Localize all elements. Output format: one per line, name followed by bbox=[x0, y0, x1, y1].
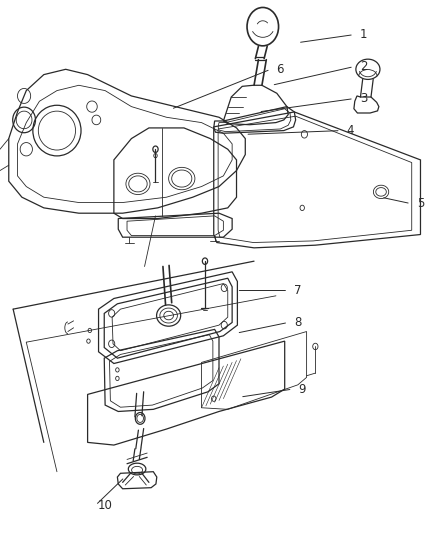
Text: 3: 3 bbox=[360, 92, 367, 105]
Text: 5: 5 bbox=[417, 197, 424, 210]
Text: 8: 8 bbox=[294, 316, 301, 329]
Text: 7: 7 bbox=[294, 284, 302, 297]
Text: 1: 1 bbox=[360, 28, 367, 41]
Text: 2: 2 bbox=[360, 60, 367, 73]
Text: 4: 4 bbox=[346, 124, 354, 137]
Text: 10: 10 bbox=[98, 499, 113, 512]
Text: 6: 6 bbox=[276, 63, 284, 76]
Text: 9: 9 bbox=[298, 383, 306, 395]
